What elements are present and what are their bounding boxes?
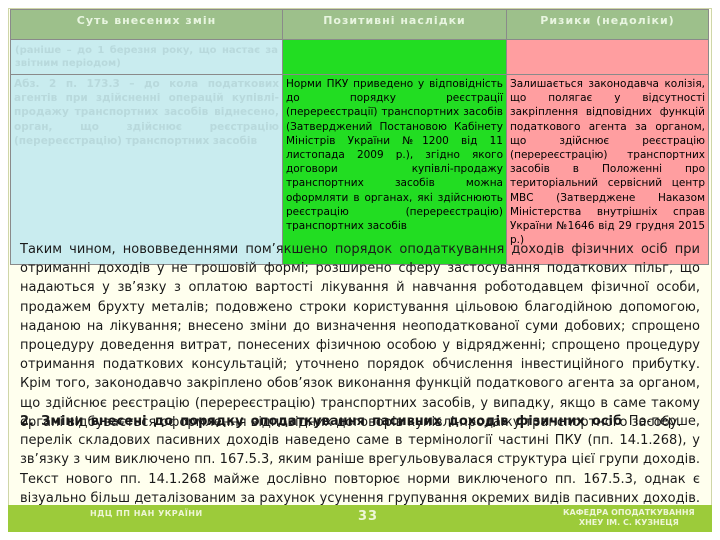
section-two: 2. Зміни внесені до порядку оподаткуванн… — [20, 412, 700, 527]
changes-table: Суть внесених змін Позитивні наслідки Ри… — [10, 9, 709, 265]
empty-risks-cell — [506, 39, 709, 75]
risks-cell: Залишається законодавча колізія, що поля… — [506, 74, 709, 265]
footer-department-line1: КАФЕДРА ОПОДАТКУВАННЯ — [563, 508, 695, 517]
header-positive: Позитивні наслідки — [282, 9, 507, 40]
summary-text: Таким чином, нововведеннями пом’якшено п… — [20, 242, 700, 430]
table-row: (раніше – до 1 березня року, що настає з… — [10, 39, 709, 75]
positive-cell: Норми ПКУ приведено у відповідність до п… — [282, 74, 507, 265]
footer-department-line2: ХНЕУ ІМ. С. КУЗНЕЦЯ — [578, 518, 679, 527]
footer-bar: НДЦ ПП НАН УКРАЇНИ 33 КАФЕДРА ОПОДАТКУВА… — [8, 505, 712, 532]
footer-institute: НДЦ ПП НАН УКРАЇНИ — [90, 509, 203, 518]
header-risks: Ризики (недоліки) — [506, 9, 709, 40]
table-row: Абз. 2 п. 173.3 – до кола податкових аге… — [10, 74, 709, 265]
section-text: По-перше, перелік складових пасивних дох… — [20, 414, 700, 525]
footer-department: КАФЕДРА ОПОДАТКУВАННЯ ХНЕУ ІМ. С. КУЗНЕЦ… — [563, 508, 695, 528]
table-header-row: Суть внесених змін Позитивні наслідки Ри… — [10, 9, 709, 40]
header-essence: Суть внесених змін — [10, 9, 283, 40]
page-number: 33 — [358, 509, 379, 524]
section-heading: 2. Зміни внесені до порядку оподаткуванн… — [20, 414, 623, 429]
note-cell: (раніше – до 1 березня року, що настає з… — [10, 39, 283, 75]
summary-paragraph: Таким чином, нововведеннями пом’якшено п… — [20, 240, 700, 432]
empty-positive-cell — [282, 39, 507, 75]
essence-cell: Абз. 2 п. 173.3 – до кола податкових аге… — [10, 74, 283, 265]
